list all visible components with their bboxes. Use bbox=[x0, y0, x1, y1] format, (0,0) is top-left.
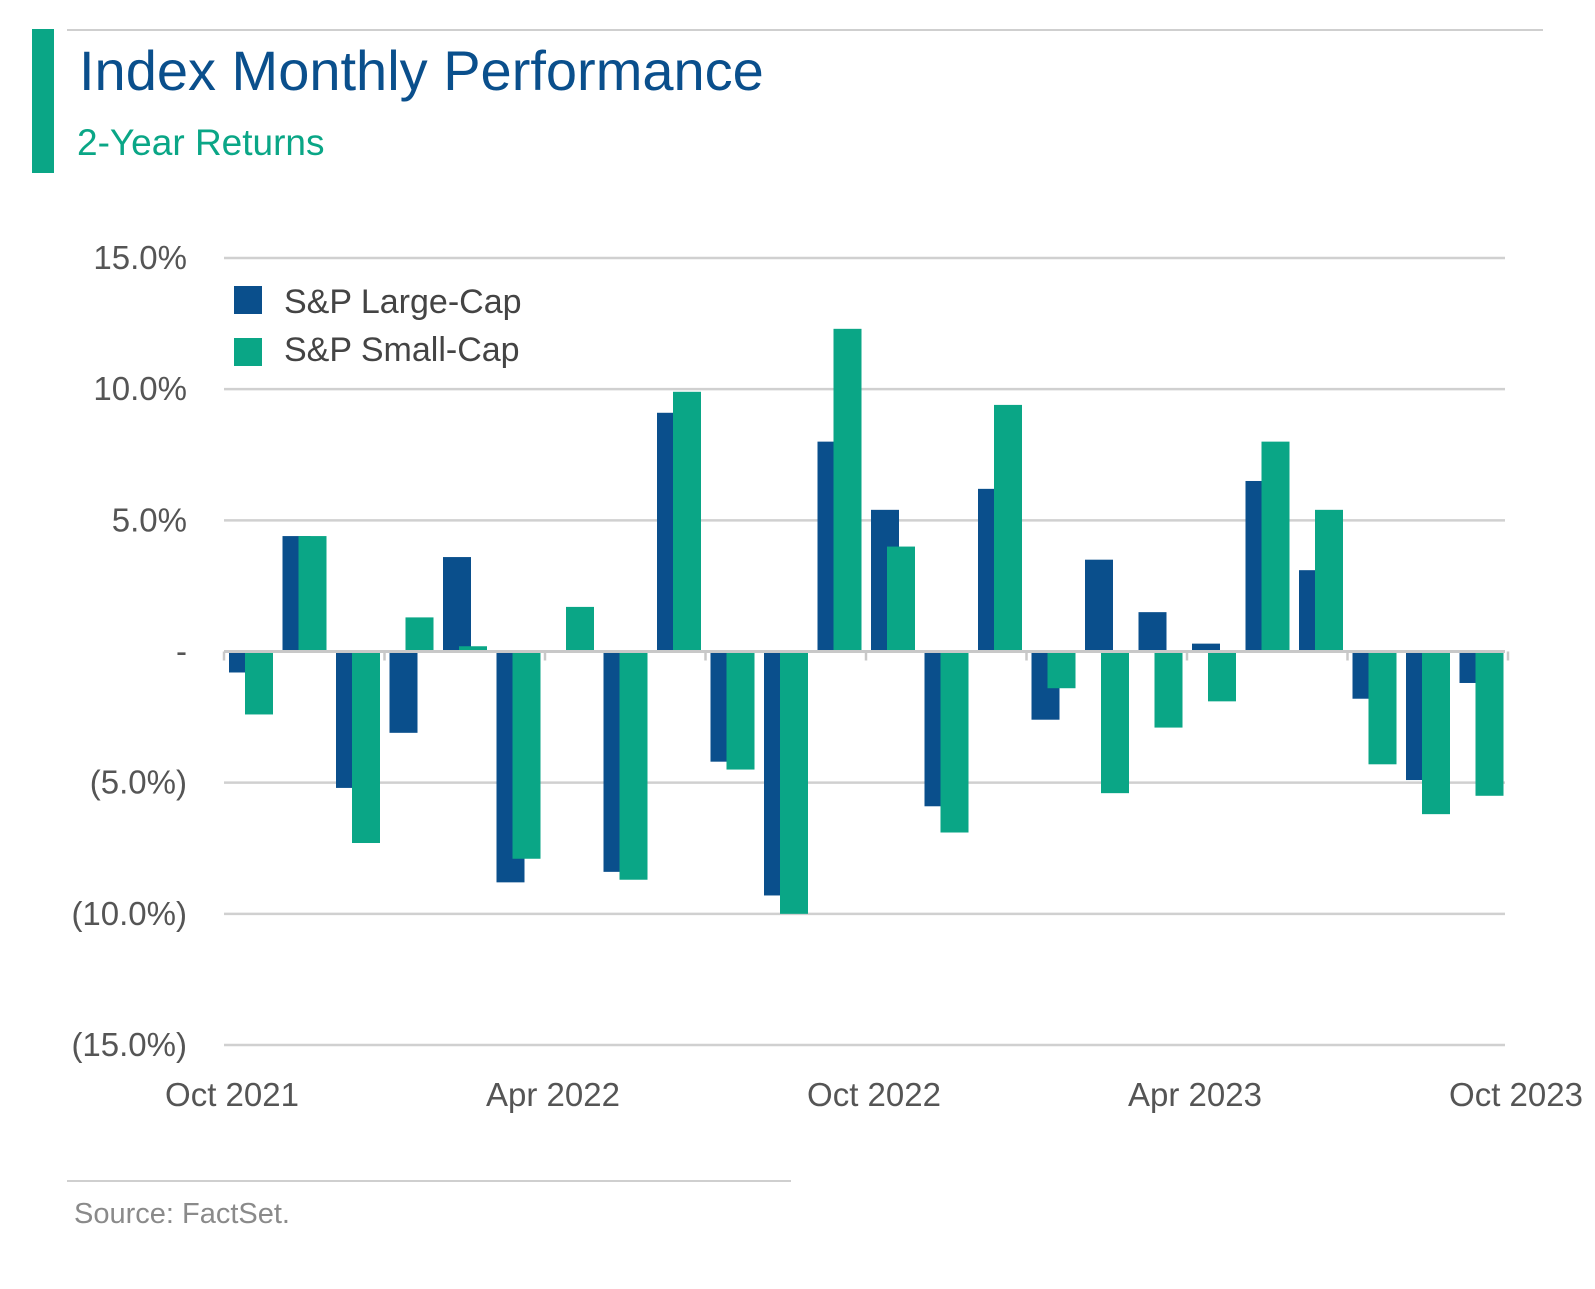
x-tick-label: Oct 2022 bbox=[807, 1076, 941, 1113]
bar-small-cap bbox=[352, 651, 380, 844]
bar-large-cap bbox=[443, 557, 471, 652]
footer-divider bbox=[67, 1180, 791, 1182]
bar-large-cap bbox=[389, 651, 418, 733]
y-tick-label: 5.0% bbox=[112, 501, 187, 538]
bar-small-cap bbox=[245, 651, 273, 715]
top-divider bbox=[67, 29, 1543, 31]
bar-small-cap bbox=[940, 651, 969, 833]
x-tick-label: Oct 2023 bbox=[1449, 1076, 1583, 1113]
legend-swatch-small-cap bbox=[234, 338, 262, 366]
y-tick-label: 10.0% bbox=[93, 370, 187, 407]
bar-small-cap bbox=[1475, 651, 1504, 796]
legend-label-large-cap: S&P Large-Cap bbox=[284, 283, 522, 321]
bar-small-cap bbox=[298, 536, 327, 652]
bar-small-cap bbox=[1261, 441, 1290, 652]
bar-small-cap bbox=[833, 328, 862, 652]
bar-large-cap bbox=[1192, 643, 1220, 652]
source-note: Source: FactSet. bbox=[74, 1198, 290, 1230]
bar-chart: 15.0% 10.0% 5.0% - (5.0%) (10.0%) (15.0%) Oct … bbox=[71, 239, 1583, 1113]
chart-subtitle: 2-Year Returns bbox=[77, 122, 325, 163]
y-tick-label: (5.0%) bbox=[90, 764, 187, 801]
bar-small-cap bbox=[1422, 651, 1450, 815]
bar-small-cap bbox=[994, 404, 1022, 652]
bar-large-cap bbox=[1085, 559, 1113, 652]
x-tick-label: Oct 2021 bbox=[165, 1076, 299, 1113]
bar-small-cap bbox=[405, 617, 434, 652]
y-tick-label: - bbox=[176, 633, 187, 670]
bar-small-cap bbox=[512, 651, 541, 859]
bar-large-cap bbox=[1138, 612, 1167, 652]
y-tick-label: 15.0% bbox=[93, 239, 187, 276]
bar-small-cap bbox=[566, 606, 594, 652]
legend-swatch-large-cap bbox=[234, 286, 262, 314]
bar-small-cap bbox=[726, 651, 755, 770]
legend: S&P Large-Cap S&P Small-Cap bbox=[234, 283, 522, 369]
chart-title: Index Monthly Performance bbox=[79, 39, 764, 102]
bar-small-cap bbox=[459, 646, 487, 652]
bar-small-cap bbox=[780, 651, 808, 914]
bar-small-cap bbox=[1101, 651, 1129, 794]
bar-small-cap bbox=[673, 391, 701, 652]
y-axis-ticks: 15.0% 10.0% 5.0% - (5.0%) (10.0%) (15.0%) bbox=[71, 239, 187, 1063]
bar-small-cap bbox=[1315, 509, 1343, 652]
x-tick-label: Apr 2023 bbox=[1128, 1076, 1262, 1113]
x-axis-ticks: Oct 2021 Apr 2022 Oct 2022 Apr 2023 Oct 2023 bbox=[165, 1076, 1583, 1113]
x-tick-label: Apr 2022 bbox=[486, 1076, 620, 1113]
bar-small-cap bbox=[1154, 651, 1183, 728]
bar-small-cap bbox=[887, 546, 915, 652]
y-tick-label: (15.0%) bbox=[71, 1026, 187, 1063]
bars bbox=[229, 328, 1504, 914]
zero-axis bbox=[222, 650, 1510, 661]
gridlines bbox=[224, 256, 1505, 1047]
bar-small-cap bbox=[1208, 651, 1236, 702]
y-tick-label: (10.0%) bbox=[71, 895, 187, 932]
accent-bar bbox=[32, 29, 54, 173]
bar-small-cap bbox=[619, 651, 648, 880]
legend-label-small-cap: S&P Small-Cap bbox=[284, 331, 520, 369]
bar-small-cap bbox=[1368, 651, 1397, 765]
bar-small-cap bbox=[1047, 651, 1076, 689]
